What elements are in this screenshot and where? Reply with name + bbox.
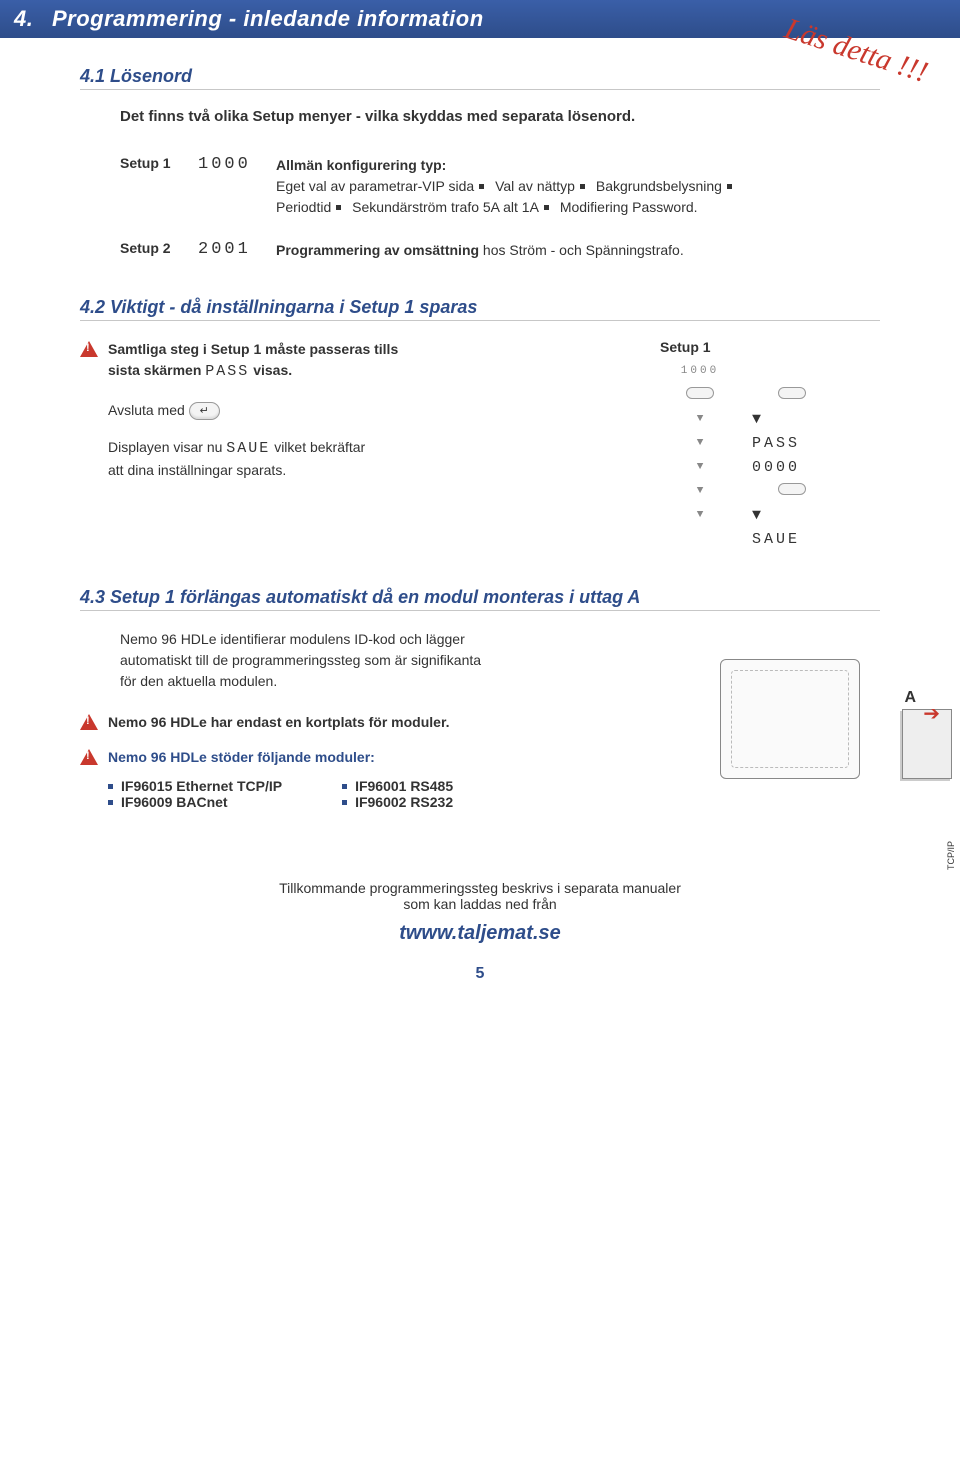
setup2-description: Programmering av omsättning hos Ström - … xyxy=(276,240,880,261)
module-item: IF96001 RS485 xyxy=(342,778,453,794)
setup1-description: Allmän konfigurering typ: Eget val av pa… xyxy=(276,155,880,218)
section-4-1-heading: 4.1 Lösenord xyxy=(80,66,880,90)
section-4-3-heading: 4.3 Setup 1 förlängas automatiskt då en … xyxy=(80,587,880,611)
warning-icon xyxy=(80,749,98,765)
warn-one-slot: Nemo 96 HDLe har endast en kortplats för… xyxy=(108,714,450,730)
setup1-label: Setup 1 xyxy=(120,155,180,218)
setup2-row: Setup 2 2001 Programmering av omsättning… xyxy=(120,240,880,261)
setup1-code: 1000 xyxy=(198,155,258,218)
device-illustration: A ➔ TCP/IP xyxy=(720,659,920,839)
display-confirm-text: Displayen visar nu SAUE vilket bekräftar… xyxy=(108,437,620,482)
section-4-1-intro: Det finns två olika Setup menyer - vilka… xyxy=(120,108,880,125)
setup2-code: 2001 xyxy=(198,240,258,261)
slot-a-arrow-icon: ➔ xyxy=(923,701,940,726)
warning-icon xyxy=(80,341,98,357)
setup1-row: Setup 1 1000 Allmän konfigurering typ: E… xyxy=(120,155,880,218)
section-4-2-heading: 4.2 Viktigt - då inställningarna i Setup… xyxy=(80,297,880,321)
page-number: 5 xyxy=(80,965,880,983)
warn-steps-text: Samtliga steg i Setup 1 måste passeras t… xyxy=(108,339,398,384)
chapter-title: Programmering - inledande information xyxy=(52,6,484,31)
avsluta-row: Avsluta med ↵ xyxy=(108,400,620,421)
chapter-number: 4. xyxy=(14,6,33,31)
slot-side-label: TCP/IP xyxy=(946,841,956,870)
footer-text: Tillkommande programmeringssteg beskrivs… xyxy=(80,880,880,912)
slot-a-label: A xyxy=(904,689,916,707)
footer-url: twww.taljemat.se xyxy=(80,922,880,945)
module-item: IF96015 Ethernet TCP/IP xyxy=(108,778,282,794)
enter-key-icon xyxy=(778,483,806,495)
warning-icon xyxy=(80,714,98,730)
module-item: IF96009 BACnet xyxy=(108,794,282,810)
setup2-label: Setup 2 xyxy=(120,240,180,261)
enter-key-icon: ↵ xyxy=(189,402,220,421)
setup1-flow-diagram: Setup 1 1000 ▼▼ ▼PASS ▼0000 ▼ ▼▼ SAUE xyxy=(660,339,880,551)
module-item: IF96002 RS232 xyxy=(342,794,453,810)
warn-supported-modules: Nemo 96 HDLe stöder följande moduler: xyxy=(108,749,375,765)
enter-key-icon xyxy=(778,387,806,399)
enter-key-icon xyxy=(686,387,714,399)
